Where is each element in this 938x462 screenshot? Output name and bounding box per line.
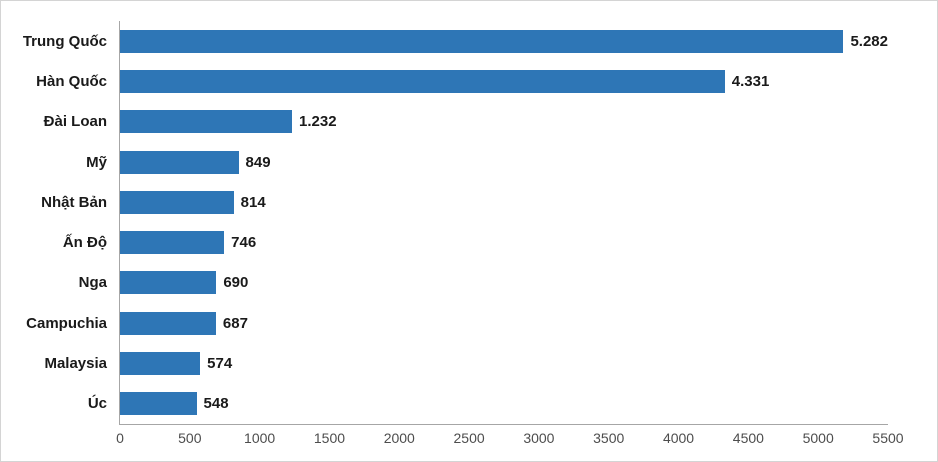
x-tick-label: 5500 xyxy=(872,430,904,446)
category-label: Campuchia xyxy=(26,314,107,332)
chart-row: 690 xyxy=(120,263,888,303)
y-axis-line xyxy=(119,21,120,425)
x-tick-label: 4000 xyxy=(662,430,695,446)
chart-rows: 5.282 4.331 1.232 849 814 746 690 687 57… xyxy=(120,21,888,424)
chart-row: 687 xyxy=(120,303,888,343)
bar xyxy=(120,392,197,416)
category-label: Ấn Độ xyxy=(62,234,107,252)
category-label: Mỹ xyxy=(86,153,107,171)
chart-row: 548 xyxy=(120,384,888,424)
category-label: Trung Quốc xyxy=(22,32,107,50)
bar xyxy=(120,110,293,134)
value-label: 746 xyxy=(231,234,257,252)
bar xyxy=(120,190,234,214)
x-axis-line xyxy=(119,424,888,425)
x-tick-label: 3500 xyxy=(593,430,625,446)
x-tick-label: 5000 xyxy=(802,430,834,446)
x-tick-label: 1500 xyxy=(313,430,346,446)
x-tick-label: 4500 xyxy=(732,430,764,446)
category-label: Đài Loan xyxy=(43,113,107,131)
x-tick-label: 3000 xyxy=(523,430,555,446)
chart-row: 574 xyxy=(120,343,888,383)
value-label: 687 xyxy=(222,314,248,332)
x-axis-ticks: 0 500 1000 1500 2000 2500 3000 3500 4000 4500 5000… xyxy=(116,430,903,450)
category-label: Úc xyxy=(87,395,107,413)
value-label: 5.282 xyxy=(850,32,888,50)
value-label: 690 xyxy=(223,274,249,292)
chart-row: 5.282 xyxy=(120,21,888,61)
x-tick-label: 500 xyxy=(178,430,202,446)
x-tick-label: 2000 xyxy=(383,430,415,446)
value-label: 574 xyxy=(207,355,233,373)
category-label: Malaysia xyxy=(44,355,107,373)
value-label: 814 xyxy=(240,193,266,211)
value-label: 1.232 xyxy=(299,113,337,131)
bar xyxy=(120,231,225,255)
bar xyxy=(120,352,201,376)
value-label: 849 xyxy=(245,153,271,171)
bar xyxy=(120,271,217,295)
bar xyxy=(120,311,216,335)
category-label: Nhật Bản xyxy=(41,193,107,211)
bar xyxy=(120,69,725,93)
chart-row: 814 xyxy=(120,182,888,222)
category-axis: Trung Quốc Hàn Quốc Đài Loan Mỹ Nhật Bản Ấn Đ… xyxy=(1,21,107,424)
chart-row: 1.232 xyxy=(120,102,888,142)
chart-row: 4.331 xyxy=(120,61,888,101)
category-label: Hàn Quốc xyxy=(36,72,107,90)
value-label: 548 xyxy=(203,395,229,413)
bar xyxy=(120,150,239,174)
chart-row: 849 xyxy=(120,142,888,182)
x-tick-label: 2500 xyxy=(453,430,485,446)
chart-row: 746 xyxy=(120,222,888,262)
value-label: 4.331 xyxy=(731,72,770,90)
x-tick-label: 0 xyxy=(116,430,124,446)
x-tick-label: 1000 xyxy=(244,430,276,446)
bar xyxy=(120,29,844,53)
category-label: Nga xyxy=(78,274,107,292)
